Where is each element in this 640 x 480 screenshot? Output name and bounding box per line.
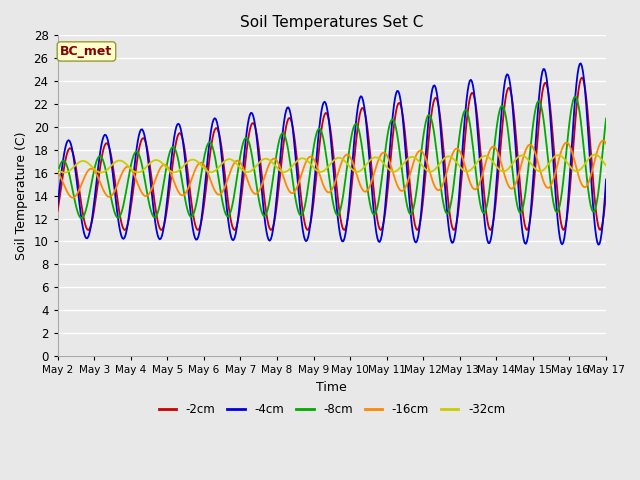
-16cm	[381, 150, 389, 156]
-2cm	[314, 156, 322, 162]
-32cm	[504, 166, 512, 172]
-2cm	[381, 210, 389, 216]
-2cm	[351, 156, 358, 161]
-16cm	[590, 161, 598, 167]
-4cm	[602, 177, 610, 182]
-8cm	[572, 94, 579, 99]
-16cm	[504, 182, 512, 188]
Title: Soil Temperatures Set C: Soil Temperatures Set C	[240, 15, 424, 30]
Legend: -2cm, -4cm, -8cm, -16cm, -32cm: -2cm, -4cm, -8cm, -16cm, -32cm	[154, 398, 510, 420]
-16cm	[69, 195, 77, 201]
Line: -32cm: -32cm	[58, 155, 606, 173]
-32cm	[351, 168, 359, 174]
-4cm	[317, 108, 325, 114]
-16cm	[319, 180, 326, 186]
-4cm	[503, 72, 511, 77]
-2cm	[591, 200, 599, 205]
-8cm	[319, 132, 326, 138]
-16cm	[599, 138, 607, 144]
-2cm	[377, 227, 385, 233]
-32cm	[602, 163, 610, 168]
-32cm	[590, 152, 598, 157]
-4cm	[314, 137, 322, 143]
-16cm	[316, 170, 323, 176]
-4cm	[577, 60, 584, 66]
-32cm	[54, 166, 61, 172]
Line: -2cm: -2cm	[58, 78, 606, 230]
Line: -4cm: -4cm	[58, 63, 606, 245]
-2cm	[504, 85, 512, 91]
-8cm	[78, 216, 86, 221]
-8cm	[54, 171, 61, 177]
-16cm	[602, 141, 610, 146]
-32cm	[316, 169, 323, 175]
-4cm	[595, 242, 602, 248]
-4cm	[590, 214, 598, 219]
-32cm	[381, 162, 389, 168]
-8cm	[504, 130, 512, 136]
-32cm	[591, 152, 599, 157]
-2cm	[578, 75, 586, 81]
-8cm	[316, 126, 323, 132]
Line: -8cm: -8cm	[58, 96, 606, 218]
-2cm	[54, 208, 61, 214]
-8cm	[591, 206, 599, 212]
-4cm	[351, 136, 358, 142]
Line: -16cm: -16cm	[58, 141, 606, 198]
-8cm	[602, 116, 610, 121]
-4cm	[380, 216, 388, 221]
-32cm	[319, 168, 326, 174]
X-axis label: Time: Time	[316, 381, 347, 394]
-4cm	[54, 201, 61, 207]
Y-axis label: Soil Temperature (C): Soil Temperature (C)	[15, 132, 28, 260]
-2cm	[317, 127, 325, 133]
-16cm	[351, 168, 359, 174]
-8cm	[381, 149, 389, 155]
-16cm	[54, 169, 61, 175]
-32cm	[60, 170, 68, 176]
-8cm	[351, 121, 359, 127]
-2cm	[602, 190, 610, 196]
Text: BC_met: BC_met	[60, 45, 113, 58]
